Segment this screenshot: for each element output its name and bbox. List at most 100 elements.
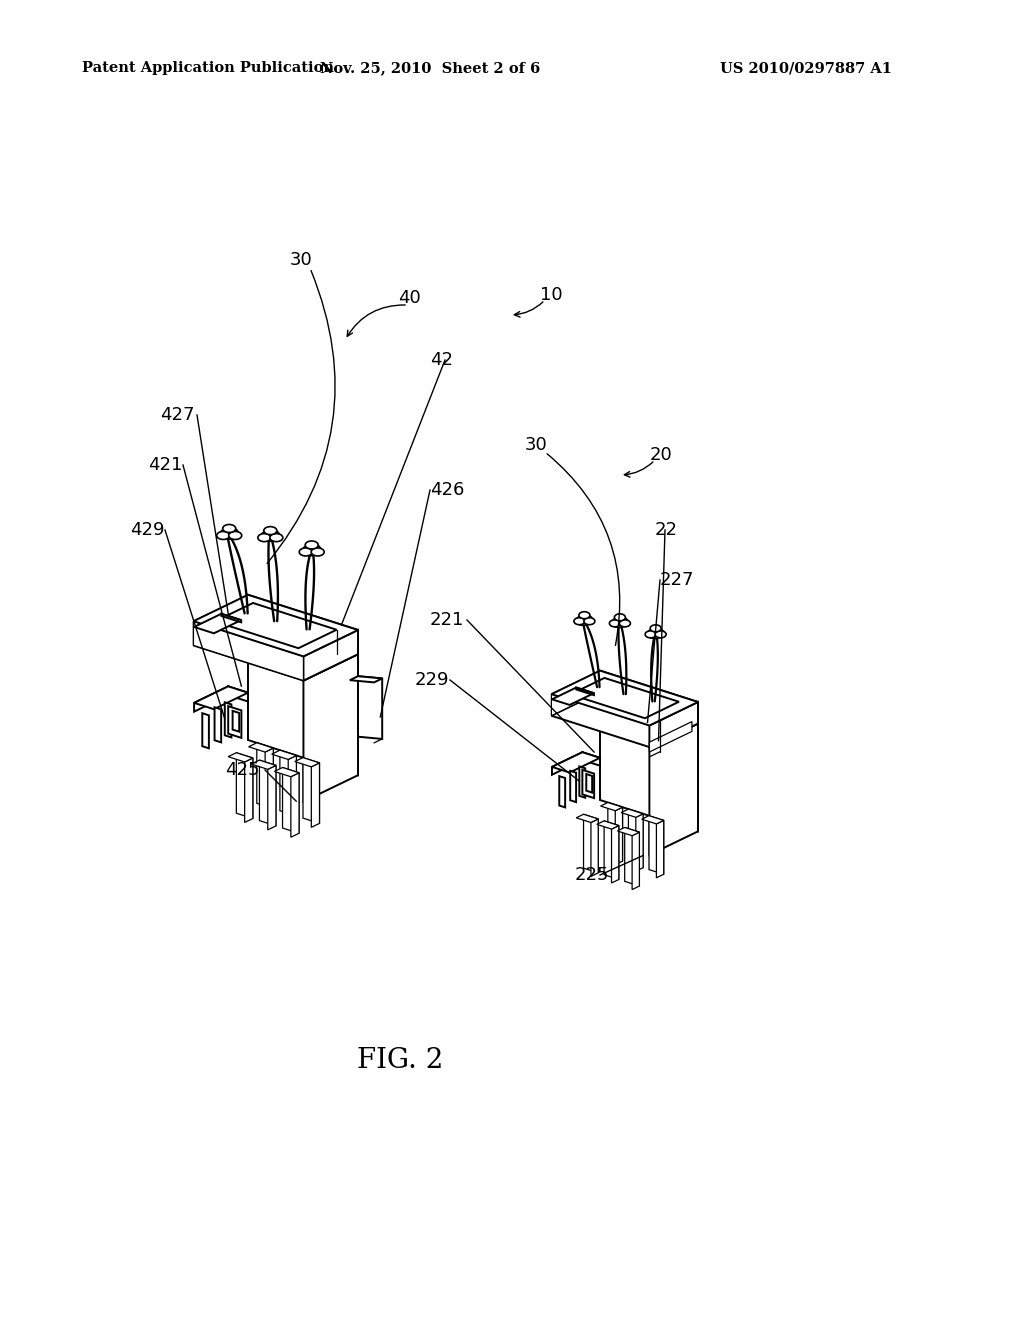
Polygon shape: [245, 758, 253, 822]
Polygon shape: [552, 752, 583, 775]
Text: 30: 30: [290, 251, 312, 269]
Polygon shape: [215, 708, 221, 742]
Polygon shape: [551, 671, 698, 726]
Text: 30: 30: [525, 436, 548, 454]
Polygon shape: [194, 622, 303, 681]
Text: 426: 426: [430, 480, 464, 499]
Polygon shape: [583, 752, 600, 766]
Polygon shape: [221, 614, 242, 622]
Polygon shape: [194, 595, 358, 656]
Polygon shape: [259, 760, 275, 826]
Polygon shape: [228, 752, 253, 762]
Polygon shape: [228, 706, 242, 738]
Ellipse shape: [311, 548, 325, 556]
Polygon shape: [248, 595, 358, 655]
Polygon shape: [649, 702, 698, 747]
Text: 429: 429: [130, 521, 165, 539]
Ellipse shape: [217, 532, 229, 540]
Polygon shape: [600, 692, 698, 832]
Polygon shape: [570, 678, 679, 718]
Polygon shape: [267, 766, 275, 830]
Polygon shape: [274, 767, 299, 776]
Polygon shape: [215, 603, 337, 648]
Polygon shape: [600, 803, 623, 810]
Polygon shape: [608, 803, 623, 861]
Ellipse shape: [573, 618, 585, 624]
Polygon shape: [195, 686, 228, 711]
Polygon shape: [570, 771, 577, 803]
Polygon shape: [551, 671, 600, 715]
Polygon shape: [350, 676, 382, 682]
Ellipse shape: [655, 631, 667, 638]
Polygon shape: [228, 686, 248, 701]
Text: 22: 22: [655, 521, 678, 539]
Text: 225: 225: [575, 866, 609, 884]
Polygon shape: [295, 758, 319, 767]
Ellipse shape: [647, 628, 664, 639]
Ellipse shape: [609, 620, 621, 627]
Text: 227: 227: [660, 572, 694, 589]
Polygon shape: [580, 767, 585, 797]
Ellipse shape: [220, 528, 239, 539]
Polygon shape: [551, 692, 698, 747]
Ellipse shape: [228, 532, 242, 540]
Polygon shape: [552, 688, 594, 705]
Ellipse shape: [264, 527, 276, 535]
Text: 229: 229: [415, 671, 450, 689]
Ellipse shape: [584, 618, 595, 624]
Polygon shape: [257, 743, 273, 809]
Ellipse shape: [620, 620, 631, 627]
Text: FIG. 2: FIG. 2: [356, 1047, 443, 1073]
Ellipse shape: [258, 533, 270, 541]
Text: 42: 42: [430, 351, 453, 370]
Ellipse shape: [223, 524, 236, 532]
Ellipse shape: [645, 631, 656, 638]
Ellipse shape: [579, 611, 590, 619]
Polygon shape: [632, 832, 639, 890]
Polygon shape: [225, 702, 231, 738]
Text: 40: 40: [398, 289, 421, 308]
Ellipse shape: [303, 544, 321, 556]
Polygon shape: [195, 686, 248, 709]
Text: 221: 221: [430, 611, 464, 630]
Ellipse shape: [577, 615, 592, 626]
Polygon shape: [583, 770, 594, 799]
Polygon shape: [656, 821, 664, 878]
Text: US 2010/0297887 A1: US 2010/0297887 A1: [720, 61, 892, 75]
Ellipse shape: [650, 624, 662, 632]
Polygon shape: [195, 614, 242, 634]
Polygon shape: [265, 748, 273, 813]
Polygon shape: [358, 676, 382, 739]
Polygon shape: [577, 814, 598, 822]
Ellipse shape: [270, 533, 283, 541]
Polygon shape: [600, 671, 698, 723]
Polygon shape: [611, 825, 618, 883]
Polygon shape: [552, 752, 600, 772]
Polygon shape: [249, 743, 273, 752]
Polygon shape: [194, 595, 248, 645]
Polygon shape: [271, 750, 296, 759]
Polygon shape: [629, 809, 643, 867]
Polygon shape: [303, 758, 319, 824]
Polygon shape: [622, 809, 643, 817]
Polygon shape: [303, 630, 358, 681]
Polygon shape: [642, 816, 664, 824]
Polygon shape: [311, 763, 319, 828]
Text: 10: 10: [540, 286, 562, 304]
Polygon shape: [604, 821, 618, 879]
Polygon shape: [280, 750, 296, 816]
Text: Nov. 25, 2010  Sheet 2 of 6: Nov. 25, 2010 Sheet 2 of 6: [319, 61, 540, 75]
Ellipse shape: [261, 531, 280, 541]
Polygon shape: [597, 821, 618, 829]
Ellipse shape: [299, 548, 312, 556]
Polygon shape: [615, 808, 623, 865]
Polygon shape: [617, 828, 639, 836]
Polygon shape: [636, 814, 643, 871]
Polygon shape: [251, 760, 275, 770]
Polygon shape: [237, 752, 253, 818]
Polygon shape: [291, 772, 299, 837]
Text: 425: 425: [225, 762, 259, 779]
Polygon shape: [584, 814, 598, 873]
Text: Patent Application Publication: Patent Application Publication: [82, 61, 334, 75]
Polygon shape: [559, 776, 565, 808]
